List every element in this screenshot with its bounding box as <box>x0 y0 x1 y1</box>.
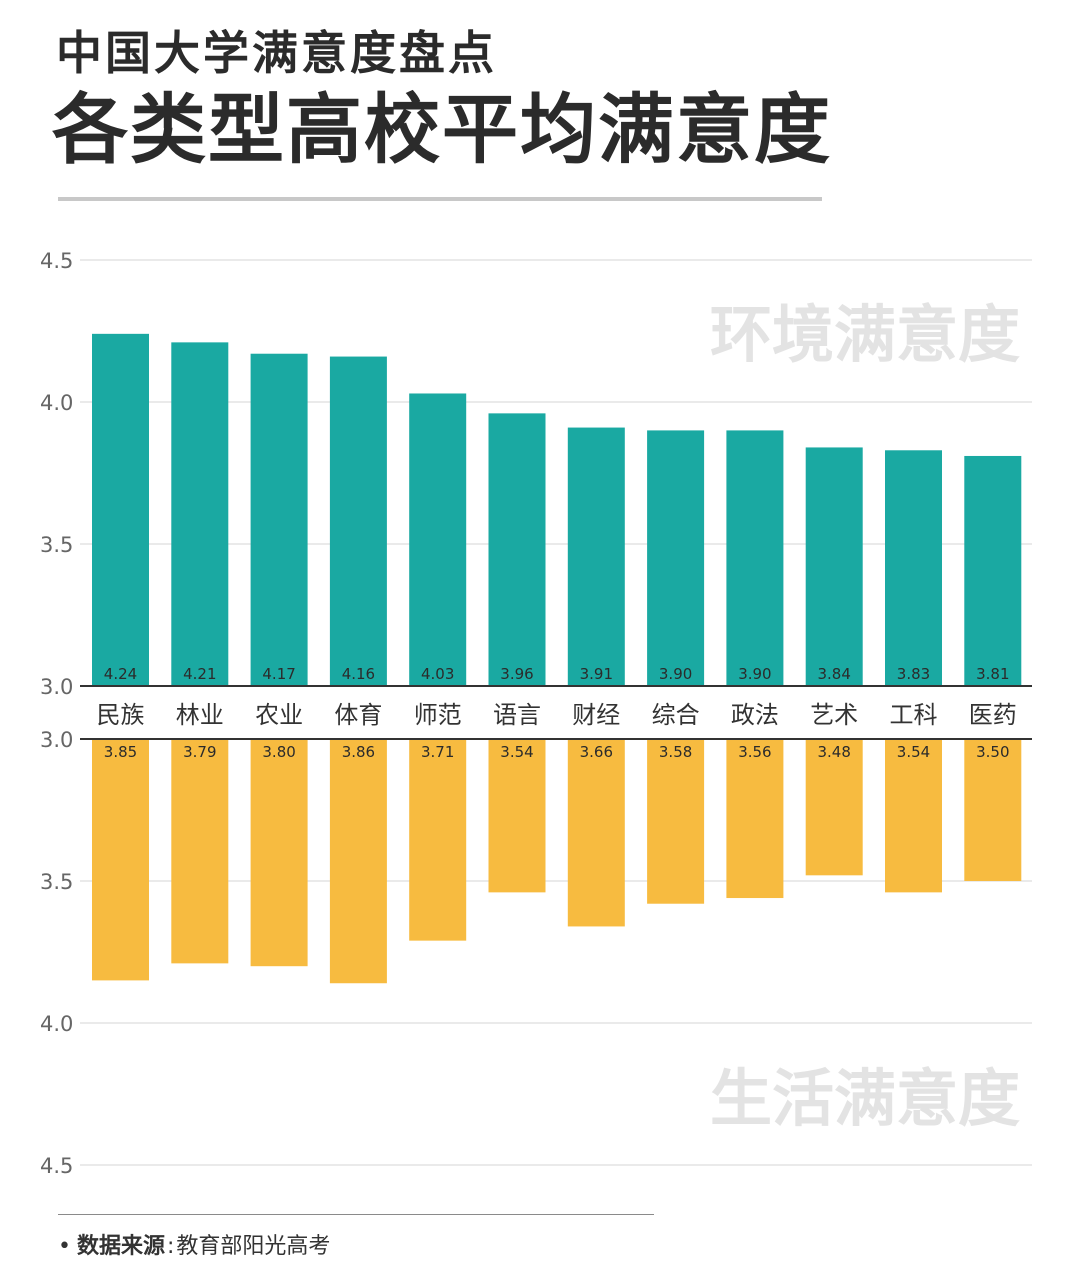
bar-life <box>250 739 308 967</box>
series-watermark-environment: 环境满意度 <box>710 298 1020 371</box>
data-label-life: 3.56 <box>738 743 771 761</box>
data-label-life: 3.54 <box>897 743 930 761</box>
category-label: 艺术 <box>810 701 858 729</box>
bar-environment <box>726 430 784 686</box>
data-label-life: 3.48 <box>817 743 850 761</box>
y-tick-label-bottom: 3.0 <box>40 728 73 752</box>
page-title: 各类型高校平均满意度 <box>52 85 832 174</box>
bar-life <box>567 739 625 927</box>
bar-life <box>171 739 229 964</box>
data-label-environment: 4.24 <box>104 665 137 683</box>
bar-environment <box>329 356 387 686</box>
bar-environment <box>409 393 467 686</box>
data-label-life: 3.50 <box>976 743 1009 761</box>
category-label: 医药 <box>969 701 1017 729</box>
bar-environment <box>805 447 863 686</box>
data-label-life: 3.80 <box>262 743 295 761</box>
page-subtitle: 中国大学满意度盘点 <box>56 26 497 80</box>
bar-environment <box>567 427 625 686</box>
data-label-environment: 3.96 <box>500 665 533 683</box>
bar-life <box>329 739 387 984</box>
footer-bullet: • <box>58 1234 71 1259</box>
source-value: 教育部阳光高考 <box>176 1234 331 1259</box>
data-label-environment: 3.90 <box>659 665 692 683</box>
category-label: 语言 <box>493 701 541 729</box>
y-tick-label-top: 4.5 <box>40 249 73 273</box>
bar-environment <box>488 413 546 686</box>
data-label-life: 3.79 <box>183 743 216 761</box>
data-label-environment: 4.16 <box>342 665 375 683</box>
source-colon: : <box>167 1234 175 1259</box>
bar-environment <box>647 430 705 686</box>
y-tick-label-top: 4.0 <box>40 391 73 415</box>
category-label: 综合 <box>652 701 700 729</box>
data-label-life: 3.85 <box>104 743 137 761</box>
data-label-environment: 4.17 <box>262 665 295 683</box>
y-tick-label-top: 3.5 <box>40 533 73 557</box>
data-label-environment: 3.81 <box>976 665 1009 683</box>
y-tick-label-bottom: 4.5 <box>40 1154 73 1178</box>
y-tick-label-bottom: 3.5 <box>40 870 73 894</box>
data-label-life: 3.71 <box>421 743 454 761</box>
bar-environment <box>885 450 942 686</box>
data-label-life: 3.58 <box>659 743 692 761</box>
bar-environment <box>250 353 308 686</box>
bar-life <box>885 739 942 893</box>
series-watermark-life: 生活满意度 <box>710 1062 1020 1135</box>
data-label-environment: 3.90 <box>738 665 771 683</box>
y-tick-label-bottom: 4.0 <box>40 1012 73 1036</box>
category-label: 工科 <box>890 701 938 729</box>
data-label-environment: 3.83 <box>897 665 930 683</box>
data-label-environment: 3.91 <box>580 665 613 683</box>
data-label-environment: 3.84 <box>817 665 850 683</box>
footer-divider <box>58 1214 654 1215</box>
data-source: • 数据来源:教育部阳光高考 <box>58 1236 330 1258</box>
data-label-life: 3.54 <box>500 743 533 761</box>
data-label-life: 3.86 <box>342 743 375 761</box>
bar-life <box>964 739 1022 881</box>
bar-life <box>409 739 467 941</box>
category-label: 政法 <box>731 701 779 729</box>
bar-life <box>92 739 149 981</box>
category-label: 师范 <box>414 701 462 729</box>
bar-life <box>726 739 784 899</box>
bar-environment <box>92 333 149 686</box>
bar-life <box>647 739 705 904</box>
y-tick-label-top: 3.0 <box>40 675 73 699</box>
category-label: 财经 <box>572 701 620 729</box>
data-label-life: 3.66 <box>580 743 613 761</box>
source-label: 数据来源 <box>76 1234 165 1259</box>
data-label-environment: 4.21 <box>183 665 216 683</box>
category-label: 民族 <box>97 701 145 729</box>
data-label-environment: 4.03 <box>421 665 454 683</box>
header-divider <box>58 197 822 201</box>
bar-environment <box>964 455 1022 686</box>
category-label: 林业 <box>176 701 224 729</box>
bar-environment <box>171 342 229 686</box>
category-label: 体育 <box>334 701 382 729</box>
bar-life <box>488 739 546 893</box>
bar-life <box>805 739 863 876</box>
category-label: 农业 <box>255 701 303 729</box>
